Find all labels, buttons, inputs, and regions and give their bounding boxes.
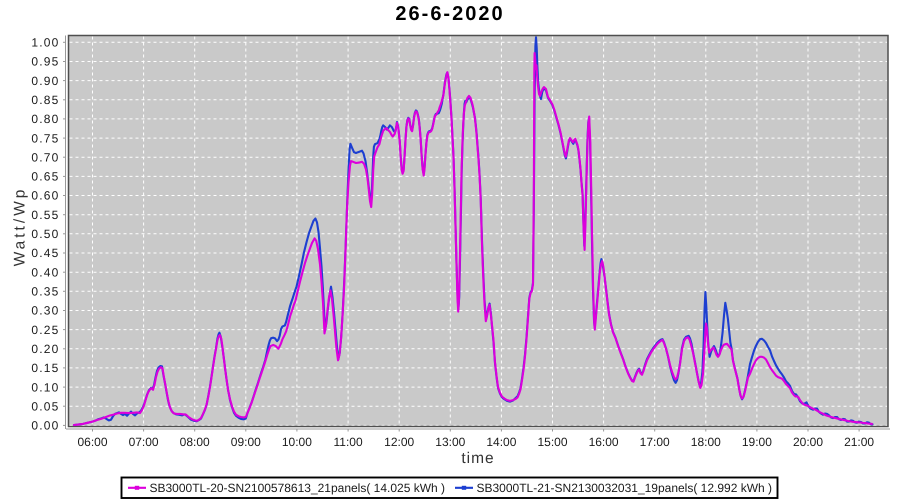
svg-text:0.85: 0.85 bbox=[31, 93, 59, 107]
svg-text:0.00: 0.00 bbox=[31, 419, 59, 433]
svg-text:06:00: 06:00 bbox=[77, 435, 107, 449]
svg-text:0.70: 0.70 bbox=[31, 150, 59, 164]
svg-text:0.95: 0.95 bbox=[31, 55, 59, 69]
svg-text:08:00: 08:00 bbox=[180, 435, 210, 449]
svg-text:0.25: 0.25 bbox=[31, 323, 59, 337]
svg-text:0.80: 0.80 bbox=[31, 112, 59, 126]
svg-text:0.55: 0.55 bbox=[31, 208, 59, 222]
svg-text:19:00: 19:00 bbox=[742, 435, 772, 449]
svg-text:21:00: 21:00 bbox=[844, 435, 874, 449]
svg-text:1.00: 1.00 bbox=[31, 36, 59, 50]
svg-text:0.50: 0.50 bbox=[31, 227, 59, 241]
svg-text:0.05: 0.05 bbox=[31, 399, 59, 413]
svg-text:12:00: 12:00 bbox=[384, 435, 414, 449]
svg-text:13:00: 13:00 bbox=[435, 435, 465, 449]
svg-text:18:00: 18:00 bbox=[691, 435, 721, 449]
svg-text:11:00: 11:00 bbox=[334, 435, 363, 449]
svg-text:14:00: 14:00 bbox=[486, 435, 516, 449]
svg-text:0.20: 0.20 bbox=[31, 342, 59, 356]
svg-text:20:00: 20:00 bbox=[793, 435, 823, 449]
svg-text:Watt/Wp: Watt/Wp bbox=[12, 187, 29, 267]
svg-text:0.90: 0.90 bbox=[31, 74, 59, 88]
svg-text:0.60: 0.60 bbox=[31, 189, 59, 203]
svg-text:0.15: 0.15 bbox=[31, 361, 59, 375]
svg-text:15:00: 15:00 bbox=[537, 435, 567, 449]
svg-text:16:00: 16:00 bbox=[589, 435, 619, 449]
svg-text:SB3000TL-21-SN2130032031_19pan: SB3000TL-21-SN2130032031_19panels( 12.99… bbox=[477, 481, 773, 495]
svg-text:0.30: 0.30 bbox=[31, 304, 59, 318]
svg-text:0.40: 0.40 bbox=[31, 265, 59, 279]
svg-text:time: time bbox=[461, 450, 494, 467]
svg-text:0.10: 0.10 bbox=[31, 380, 59, 394]
svg-text:SB3000TL-20-SN2100578613_21pan: SB3000TL-20-SN2100578613_21panels( 14.02… bbox=[150, 481, 446, 495]
svg-text:09:00: 09:00 bbox=[231, 435, 261, 449]
svg-text:0.75: 0.75 bbox=[31, 131, 59, 145]
svg-text:10:00: 10:00 bbox=[282, 435, 312, 449]
svg-text:0.35: 0.35 bbox=[31, 285, 59, 299]
svg-text:0.45: 0.45 bbox=[31, 246, 59, 260]
svg-text:0.65: 0.65 bbox=[31, 170, 59, 184]
svg-text:26-6-2020: 26-6-2020 bbox=[395, 3, 504, 25]
svg-text:17:00: 17:00 bbox=[640, 435, 670, 449]
svg-text:07:00: 07:00 bbox=[129, 435, 159, 449]
